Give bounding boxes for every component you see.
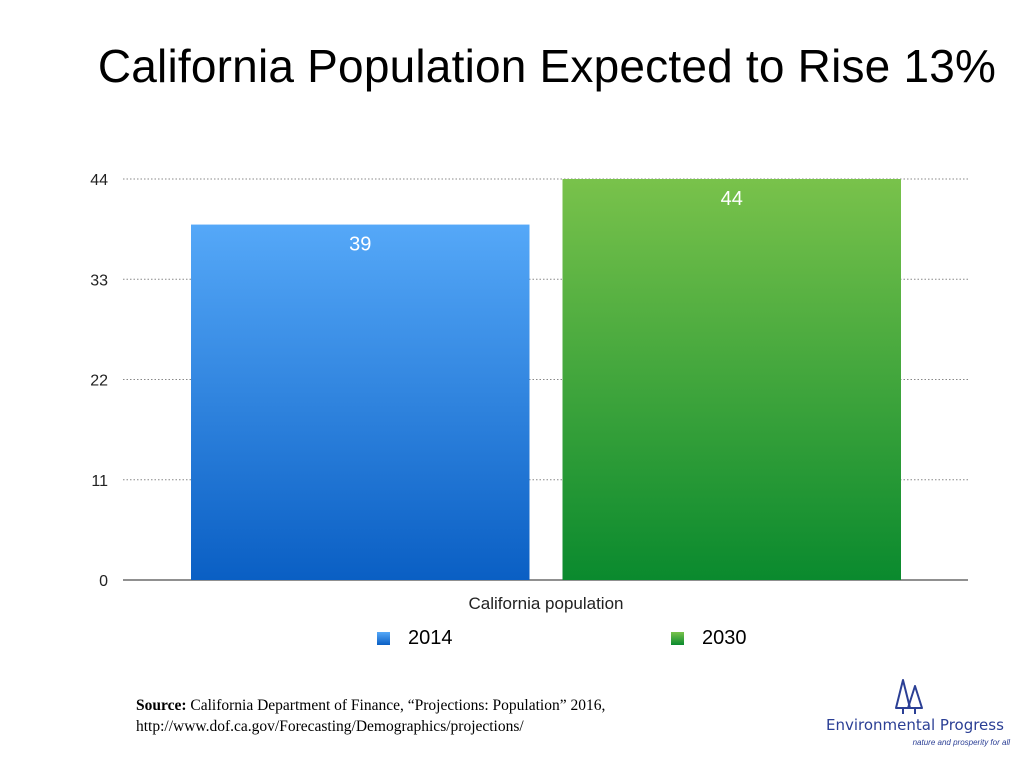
y-tick-label: 33 <box>90 272 108 289</box>
y-tick-label: 0 <box>99 573 108 590</box>
source-note: Source: California Department of Finance… <box>136 695 696 737</box>
legend-item-2030: 2030 <box>671 627 747 650</box>
bar-2030 <box>562 179 901 580</box>
legend-label-2030: 2030 <box>702 627 747 649</box>
logo-tagline: nature and prosperity for all <box>912 738 1010 747</box>
y-tick-label: 22 <box>90 373 108 390</box>
trees-icon <box>895 679 923 714</box>
source-text: California Department of Finance, “Proje… <box>136 697 606 735</box>
chart-title: California Population Expected to Rise 1… <box>97 40 997 92</box>
source-label: Source: <box>136 697 187 714</box>
legend-label-2014: 2014 <box>408 627 453 649</box>
x-category-label: California population <box>469 594 624 613</box>
legend-swatch-2030 <box>671 632 684 645</box>
y-tick-label: 44 <box>90 172 108 189</box>
legend-item-2014: 2014 <box>377 627 453 650</box>
bar-2014 <box>191 224 530 580</box>
chart-legend: 2014 2030 <box>0 627 1024 653</box>
environmental-progress-logo: Environmental Progress nature and prospe… <box>820 676 1010 756</box>
data-label-2014: 39 <box>349 234 371 256</box>
y-tick-label: 11 <box>91 473 108 490</box>
bar-chart: 0 11 22 33 44 39 44 California population <box>90 172 968 613</box>
data-label-2030: 44 <box>721 188 743 210</box>
legend-swatch-2014 <box>377 632 390 645</box>
logo-name: Environmental Progress <box>826 716 1004 734</box>
